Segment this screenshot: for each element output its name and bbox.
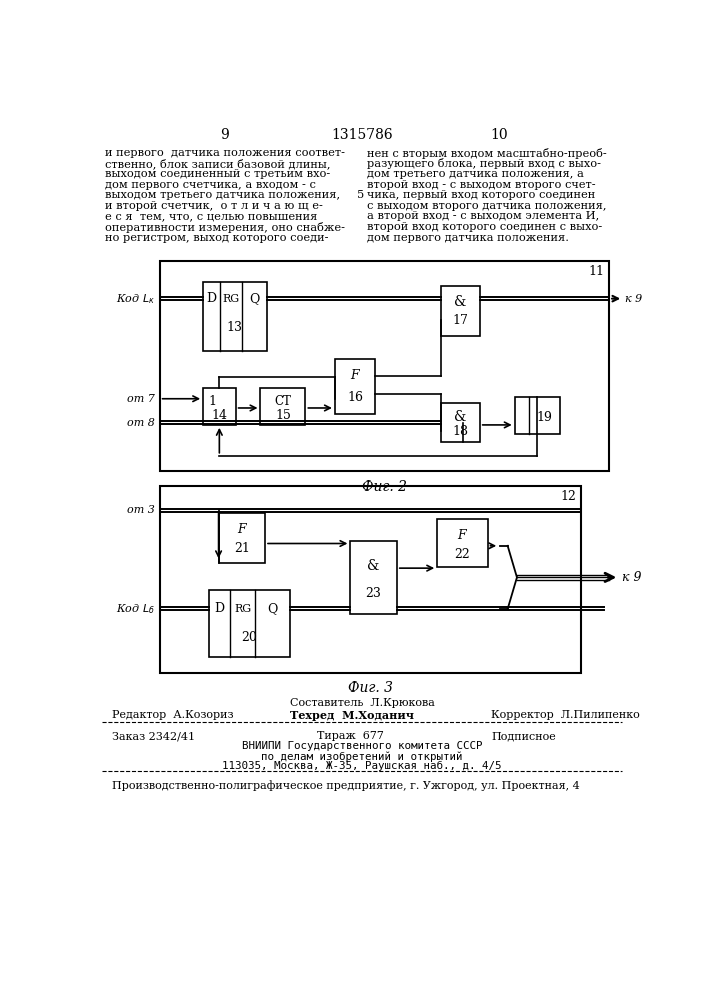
- Bar: [437, 519, 488, 567]
- Text: ственно, блок записи базовой длины,: ственно, блок записи базовой длины,: [105, 158, 331, 169]
- Text: 14: 14: [211, 409, 228, 422]
- Text: е с я  тем, что, с целью повышения: е с я тем, что, с целью повышения: [105, 211, 318, 221]
- Text: и второй счетчик,  о т л и ч а ю щ е-: и второй счетчик, о т л и ч а ю щ е-: [105, 201, 323, 211]
- Text: от 3: от 3: [127, 505, 155, 515]
- Text: 11: 11: [588, 265, 604, 278]
- Text: к 9: к 9: [625, 294, 642, 304]
- Text: дом первого счетчика, а входом - с: дом первого счетчика, а входом - с: [105, 180, 316, 190]
- Text: к 9: к 9: [622, 571, 642, 584]
- Text: &: &: [368, 559, 380, 573]
- Bar: [335, 359, 375, 414]
- Text: D: D: [214, 602, 224, 615]
- Text: 23: 23: [366, 587, 382, 600]
- Text: F: F: [457, 529, 466, 542]
- Text: дом третьего датчика положения, а: дом третьего датчика положения, а: [368, 169, 584, 179]
- Text: Заказ 2342/41: Заказ 2342/41: [112, 731, 194, 741]
- Text: чика, первый вход которого соединен: чика, первый вход которого соединен: [368, 190, 595, 200]
- Text: Код $L_к$: Код $L_к$: [116, 292, 155, 306]
- Text: ВНИИПИ Государственного комитета СССР: ВНИИПИ Государственного комитета СССР: [242, 741, 482, 751]
- Text: 20: 20: [241, 631, 257, 644]
- Text: а второй вход - с выходом элемента И,: а второй вход - с выходом элемента И,: [368, 211, 600, 221]
- Text: 1: 1: [209, 395, 216, 408]
- Bar: [441, 286, 480, 336]
- Text: от 7: от 7: [127, 394, 155, 404]
- Text: дом первого датчика положения.: дом первого датчика положения.: [368, 233, 569, 243]
- Text: CT: CT: [274, 395, 291, 408]
- Text: D: D: [206, 292, 216, 305]
- Text: RG: RG: [234, 604, 251, 614]
- Text: разующего блока, первый вход с выхо-: разующего блока, первый вход с выхо-: [368, 158, 602, 169]
- Text: 9: 9: [221, 128, 229, 142]
- Text: второй вход которого соединен с выхо-: второй вход которого соединен с выхо-: [368, 222, 602, 232]
- Text: Фиг. 2: Фиг. 2: [362, 480, 407, 494]
- Text: Тираж  677: Тираж 677: [317, 731, 384, 741]
- Text: 15: 15: [275, 409, 291, 422]
- Text: оперативности измерения, оно снабже-: оперативности измерения, оно снабже-: [105, 222, 346, 233]
- Text: Q: Q: [249, 292, 259, 305]
- Text: по делам изобретений и открытий: по делам изобретений и открытий: [261, 751, 462, 762]
- Bar: [209, 590, 290, 657]
- Text: &: &: [454, 295, 467, 309]
- Bar: [160, 261, 609, 471]
- Bar: [260, 388, 305, 425]
- Text: от 8: от 8: [127, 418, 155, 428]
- Text: RG: RG: [223, 294, 240, 304]
- Text: Код $L_б$: Код $L_б$: [116, 602, 155, 616]
- Text: 16: 16: [347, 391, 363, 404]
- Text: Корректор  Л.Пилипенко: Корректор Л.Пилипенко: [491, 710, 640, 720]
- Text: 13: 13: [227, 321, 243, 334]
- Text: 17: 17: [452, 314, 468, 327]
- Text: 10: 10: [491, 128, 508, 142]
- Text: F: F: [351, 369, 359, 382]
- Text: Техред  М.Ходанич: Техред М.Ходанич: [290, 710, 414, 721]
- Text: 19: 19: [536, 411, 552, 424]
- Bar: [203, 282, 267, 351]
- Text: &: &: [454, 410, 467, 424]
- Text: Составитель  Л.Крюкова: Составитель Л.Крюкова: [289, 698, 434, 708]
- Text: 21: 21: [234, 542, 250, 555]
- Text: но регистром, выход которого соеди-: но регистром, выход которого соеди-: [105, 233, 329, 243]
- Text: нен с вторым входом масштабно-преоб-: нен с вторым входом масштабно-преоб-: [368, 148, 607, 159]
- Text: 12: 12: [560, 490, 575, 503]
- Text: второй вход - с выходом второго счет-: второй вход - с выходом второго счет-: [368, 180, 596, 190]
- Text: 1315786: 1315786: [331, 128, 393, 142]
- Text: 22: 22: [454, 548, 469, 561]
- Bar: [351, 541, 397, 614]
- Bar: [203, 388, 235, 425]
- Text: Производственно-полиграфическое предприятие, г. Ужгород, ул. Проектная, 4: Производственно-полиграфическое предприя…: [112, 781, 579, 791]
- Text: Редактор  А.Козориз: Редактор А.Козориз: [112, 710, 233, 720]
- Text: выходом соединенный с третьим вхо-: выходом соединенный с третьим вхо-: [105, 169, 331, 179]
- Bar: [515, 397, 559, 434]
- Text: Фиг. 3: Фиг. 3: [348, 681, 392, 695]
- Text: 5: 5: [357, 190, 364, 200]
- Text: с выходом второго датчика положения,: с выходом второго датчика положения,: [368, 201, 607, 211]
- Text: 113035, Москва, Ж-35, Раушская наб., д. 4/5: 113035, Москва, Ж-35, Раушская наб., д. …: [222, 761, 502, 771]
- Text: F: F: [238, 523, 246, 536]
- Text: Q: Q: [267, 602, 277, 615]
- Text: и первого  датчика положения соответ-: и первого датчика положения соответ-: [105, 148, 346, 158]
- Text: выходом третьего датчика положения,: выходом третьего датчика положения,: [105, 190, 341, 200]
- Text: 18: 18: [452, 425, 468, 438]
- Text: Подписное: Подписное: [491, 731, 556, 741]
- Bar: [160, 486, 580, 673]
- Bar: [218, 513, 265, 563]
- Bar: [441, 403, 480, 442]
